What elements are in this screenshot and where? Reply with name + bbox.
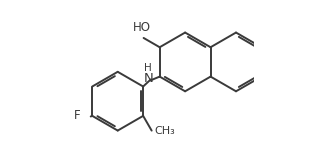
Text: N: N — [143, 72, 153, 85]
Text: H: H — [145, 63, 152, 73]
Text: HO: HO — [133, 21, 151, 34]
Text: F: F — [74, 109, 80, 122]
Text: CH₃: CH₃ — [154, 126, 175, 136]
